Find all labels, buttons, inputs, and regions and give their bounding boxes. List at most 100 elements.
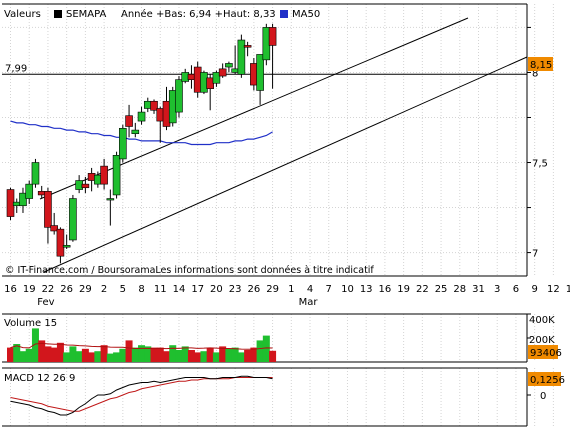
date-tick-label: 19	[23, 284, 36, 295]
volume-bar	[138, 345, 146, 362]
date-tick-label: 20	[210, 284, 223, 295]
last-volume-value: 93406	[530, 348, 562, 359]
ticker-name: SEMAPA	[66, 9, 107, 20]
date-tick-label: 23	[229, 284, 242, 295]
candle-body	[125, 115, 133, 127]
date-tick-label: 15	[566, 284, 570, 295]
candle-body	[243, 45, 252, 48]
date-tick-label: 12	[547, 284, 560, 295]
month-label: Mar	[299, 297, 319, 308]
ma50-swatch	[280, 10, 288, 18]
volume-bar	[269, 350, 277, 362]
volume-bar	[244, 350, 252, 362]
volume-bar	[256, 340, 264, 362]
candle-body	[268, 27, 277, 46]
volume-bar	[94, 351, 102, 362]
date-tick-label: 14	[173, 284, 186, 295]
volume-bar	[225, 348, 233, 362]
date-tick-label: 10	[341, 284, 354, 295]
date-tick-label: 13	[360, 284, 373, 295]
macd-tick-label: 0	[540, 391, 546, 402]
date-tick-label: 4	[307, 284, 313, 295]
volume-bar	[187, 350, 195, 362]
candle-body	[69, 198, 77, 241]
candle-body	[237, 39, 246, 75]
volume-bar	[7, 347, 14, 362]
volume-bar	[156, 347, 164, 362]
date-tick-label: 11	[154, 284, 167, 295]
date-tick-label: 5	[120, 284, 126, 295]
volume-bars	[7, 328, 277, 362]
volume-bar	[113, 352, 121, 362]
candle-body	[25, 183, 34, 199]
volume-bar	[31, 328, 39, 362]
volume-title: Volume 15	[4, 318, 57, 329]
volume-bar	[194, 352, 202, 362]
volume-bar	[81, 348, 89, 362]
month-labels: FevMarAvr	[37, 297, 319, 308]
last-price-badge	[528, 57, 553, 71]
candle-body	[256, 54, 264, 91]
candle-body	[175, 79, 183, 113]
volume-average-line	[10, 342, 273, 350]
last-price-value: 8,15	[530, 60, 552, 71]
candle-body	[131, 129, 140, 134]
volume-bar	[231, 347, 239, 362]
candle-body	[218, 68, 227, 77]
macd-signal-line	[10, 377, 273, 412]
volume-bar	[56, 342, 64, 362]
price-tick-label: 7	[532, 249, 538, 260]
volume-bar	[13, 344, 21, 362]
year-range-stats: Année +Bas: 6,94 +Haut: 8,33	[121, 8, 276, 20]
date-tick-label: 26	[60, 284, 73, 295]
price-axis-ticks: 77,58	[527, 26, 548, 260]
candle-body	[56, 228, 65, 257]
volume-bar	[50, 347, 58, 362]
date-tick-label: 29	[266, 284, 279, 295]
last-macd-value: 0,1256	[530, 375, 565, 386]
volume-bar	[125, 340, 133, 362]
ma50-series	[10, 120, 273, 146]
date-tick-label: 3	[494, 284, 500, 295]
volume-bar	[88, 352, 96, 362]
candle-body	[106, 198, 115, 201]
volume-bar	[206, 347, 214, 362]
volume-bar	[106, 353, 114, 362]
date-tick-label: 17	[191, 284, 204, 295]
price-tick-label: 8	[532, 68, 538, 79]
date-tick-label: 7	[326, 284, 332, 295]
volume-bar	[144, 346, 152, 362]
volume-bar	[262, 335, 270, 362]
candle-body	[19, 192, 27, 207]
macd-title: MACD 12 26 9	[4, 373, 75, 384]
date-tick-label: 26	[247, 284, 260, 295]
candle-body	[225, 63, 233, 68]
volume-bar	[44, 346, 52, 362]
ma50-line	[10, 120, 273, 146]
volume-bar	[119, 348, 127, 362]
candle-body	[212, 72, 221, 84]
date-tick-label: 25	[435, 284, 448, 295]
date-tick-label: 22	[42, 284, 55, 295]
candle-body	[137, 111, 146, 122]
volume-bar	[75, 351, 83, 362]
candle-body	[31, 162, 40, 185]
last-macd-badge	[528, 372, 561, 386]
candle-body	[62, 245, 71, 248]
date-tick-label: 2	[101, 284, 107, 295]
volume-bar	[131, 347, 139, 362]
reference-line-label: 7,99	[5, 63, 27, 74]
volume-bar	[69, 346, 77, 362]
volume-bar	[169, 345, 177, 362]
volume-bar	[100, 345, 108, 362]
date-tick-label: 8	[138, 284, 144, 295]
volume-tick-label: 200K	[529, 335, 555, 346]
date-tick-label: 9	[531, 284, 537, 295]
date-tick-label: 16	[4, 284, 17, 295]
ma50-label: MA50	[292, 9, 320, 20]
month-label: Fev	[37, 297, 54, 308]
date-tick-label: 31	[472, 284, 485, 295]
volume-bar	[175, 350, 183, 362]
volume-bar	[25, 348, 33, 362]
date-tick-label: 19	[397, 284, 410, 295]
